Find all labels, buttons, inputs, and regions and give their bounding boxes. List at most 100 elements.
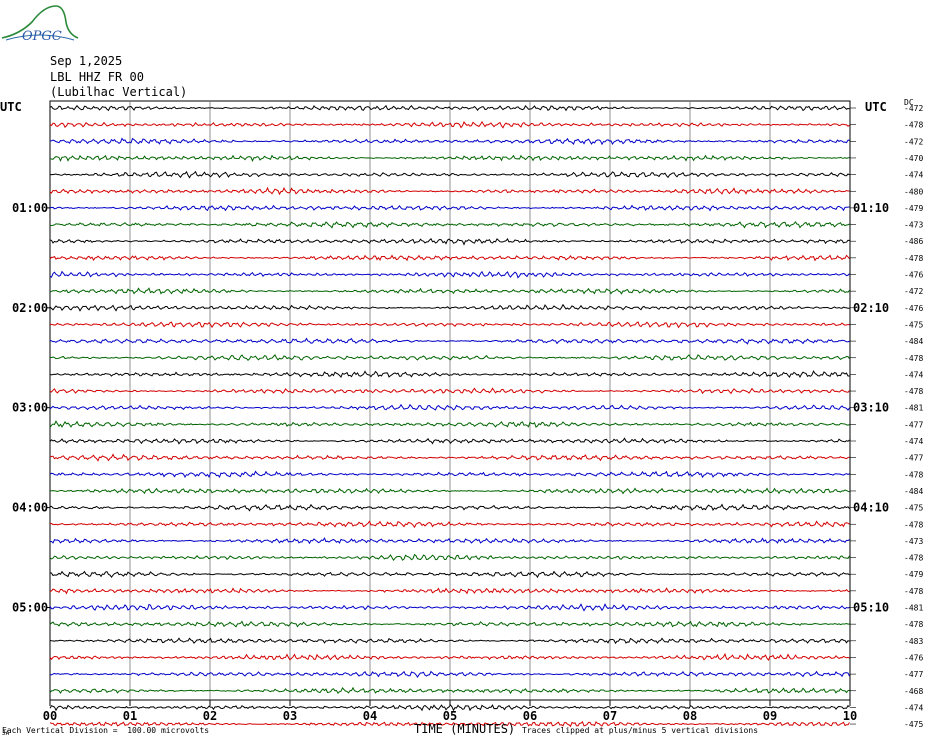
dc-offset-32: -483 bbox=[904, 637, 923, 646]
dc-offset-24: -475 bbox=[904, 504, 923, 513]
dc-offset-35: -468 bbox=[904, 687, 923, 696]
logo-text: OPGC bbox=[22, 29, 62, 44]
trace-row-6 bbox=[49, 204, 850, 212]
trace-row-18 bbox=[49, 403, 850, 411]
station-code: LBL HHZ FR 00 bbox=[50, 70, 144, 84]
right-time-label: 02:10 bbox=[853, 301, 889, 315]
trace-row-25 bbox=[49, 520, 850, 529]
dc-offset-26: -473 bbox=[904, 537, 923, 546]
trace-row-3 bbox=[49, 154, 850, 162]
trace-row-35 bbox=[49, 686, 850, 695]
trace-row-9 bbox=[49, 254, 850, 262]
dc-offset-33: -476 bbox=[904, 653, 923, 662]
trace-row-0 bbox=[49, 104, 850, 112]
dc-offset-19: -477 bbox=[904, 420, 923, 429]
station-name: (Lubilhac Vertical) bbox=[50, 85, 188, 99]
utc-label-right: UTC bbox=[865, 100, 887, 114]
dc-offset-14: -484 bbox=[904, 337, 923, 346]
trace-row-28 bbox=[49, 570, 850, 579]
dc-offset-15: -478 bbox=[904, 354, 923, 363]
trace-row-26 bbox=[49, 537, 850, 545]
x-tick-label-09: 09 bbox=[763, 709, 777, 723]
left-time-label: 04:00 bbox=[12, 501, 48, 515]
trace-row-4 bbox=[49, 170, 850, 179]
trace-row-5 bbox=[49, 186, 850, 196]
trace-row-11 bbox=[49, 287, 850, 295]
trace-row-15 bbox=[49, 353, 850, 362]
trace-row-31 bbox=[49, 620, 850, 628]
dc-offset-34: -477 bbox=[904, 670, 923, 679]
dc-offset-5: -480 bbox=[904, 187, 923, 196]
dc-offset-37: -475 bbox=[904, 720, 923, 729]
record-date: Sep 1,2025 bbox=[50, 54, 123, 68]
trace-row-33 bbox=[49, 652, 850, 662]
left-time-label: 05:00 bbox=[12, 601, 48, 615]
x-axis-label: TIME (MINUTES) bbox=[414, 722, 516, 736]
dc-offset-10: -476 bbox=[904, 271, 923, 280]
trace-row-12 bbox=[49, 303, 850, 312]
dc-offset-6: -479 bbox=[904, 204, 923, 213]
trace-row-34 bbox=[49, 670, 850, 679]
trace-row-1 bbox=[49, 120, 850, 129]
trace-row-36 bbox=[49, 704, 850, 712]
dc-offset-1: -478 bbox=[904, 121, 923, 130]
dc-offset-27: -478 bbox=[904, 554, 923, 563]
x-tick-label-05: 05 bbox=[443, 709, 457, 723]
x-tick-label-01: 01 bbox=[123, 709, 137, 723]
trace-row-24 bbox=[49, 503, 850, 512]
trace-row-30 bbox=[49, 603, 850, 612]
dc-offset-13: -475 bbox=[904, 320, 923, 329]
trace-row-14 bbox=[49, 337, 850, 345]
right-time-label: 04:10 bbox=[853, 501, 889, 515]
trace-row-2 bbox=[49, 137, 850, 146]
dc-offset-23: -484 bbox=[904, 487, 923, 496]
dc-offset-31: -478 bbox=[904, 620, 923, 629]
utc-label-left: UTC bbox=[0, 100, 22, 114]
dc-offset-4: -474 bbox=[904, 171, 923, 180]
dc-label: DC bbox=[904, 98, 914, 107]
trace-row-22 bbox=[49, 470, 850, 479]
dc-offset-17: -478 bbox=[904, 387, 923, 396]
dc-offset-22: -478 bbox=[904, 470, 923, 479]
x-tick-label-02: 02 bbox=[203, 709, 217, 723]
dc-offset-8: -486 bbox=[904, 237, 923, 246]
trace-row-13 bbox=[49, 321, 850, 329]
dc-offset-11: -472 bbox=[904, 287, 923, 296]
right-time-label: 01:10 bbox=[853, 201, 889, 215]
corner-stamp: JA bbox=[2, 730, 10, 737]
dc-offset-12: -476 bbox=[904, 304, 923, 313]
trace-row-17 bbox=[49, 387, 850, 395]
x-tick-label-00: 00 bbox=[43, 709, 57, 723]
x-tick-label-08: 08 bbox=[683, 709, 697, 723]
dc-offset-28: -479 bbox=[904, 570, 923, 579]
left-time-label: 03:00 bbox=[12, 401, 48, 415]
trace-row-32 bbox=[49, 637, 850, 645]
trace-row-20 bbox=[49, 437, 850, 445]
trace-row-29 bbox=[49, 587, 850, 595]
dc-offset-21: -477 bbox=[904, 454, 923, 463]
left-time-label: 01:00 bbox=[12, 201, 48, 215]
dc-offset-30: -481 bbox=[904, 604, 923, 613]
dc-offset-18: -481 bbox=[904, 404, 923, 413]
dc-offset-2: -472 bbox=[904, 137, 923, 146]
trace-row-19 bbox=[49, 420, 850, 428]
logo-mountain-curve bbox=[1, 5, 79, 39]
dc-offset-25: -478 bbox=[904, 520, 923, 529]
opgc-logo: OPGC bbox=[1, 5, 79, 44]
trace-row-7 bbox=[49, 220, 850, 229]
trace-row-21 bbox=[49, 453, 850, 462]
trace-row-10 bbox=[49, 270, 850, 279]
trace-row-16 bbox=[49, 370, 850, 379]
right-time-label: 03:10 bbox=[853, 401, 889, 415]
dc-offset-16: -474 bbox=[904, 370, 923, 379]
trace-row-37 bbox=[49, 720, 850, 728]
dc-offset-20: -474 bbox=[904, 437, 923, 446]
dc-offset-29: -478 bbox=[904, 587, 923, 596]
x-tick-label-06: 06 bbox=[523, 709, 537, 723]
dc-offset-3: -470 bbox=[904, 154, 923, 163]
trace-row-8 bbox=[49, 238, 850, 246]
dc-offset-9: -478 bbox=[904, 254, 923, 263]
trace-row-23 bbox=[49, 487, 850, 495]
dc-offset-36: -474 bbox=[904, 703, 923, 712]
